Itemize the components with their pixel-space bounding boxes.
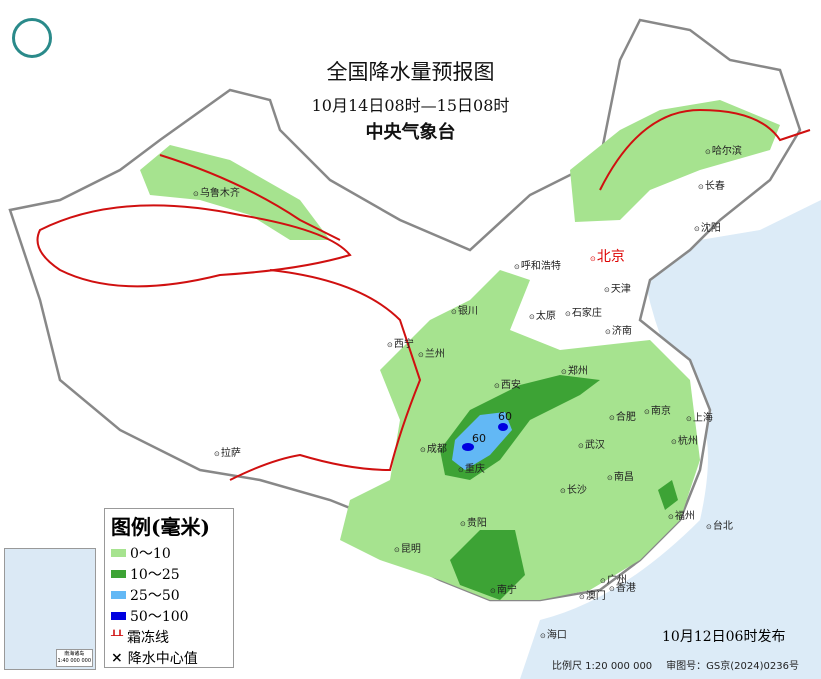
frost-line — [36, 204, 352, 288]
legend-item: 25～50 — [111, 584, 227, 605]
legend-label: 降水中心值 — [127, 650, 198, 667]
city-label: 贵阳 — [460, 514, 487, 529]
frost-line — [229, 269, 422, 481]
city-label: 香港 — [609, 579, 636, 594]
city-label: 福州 — [668, 507, 695, 522]
legend-title: 图例(毫米) — [111, 515, 210, 539]
legend-label: 10～25 — [130, 566, 180, 583]
city-label: 太原 — [529, 307, 556, 322]
rain-0-10-northeast — [570, 100, 780, 222]
legend-label: 霜冻线 — [127, 629, 170, 646]
agency: 中央气象台 — [365, 122, 456, 143]
rain-center-value: 60 — [472, 432, 486, 445]
city-label: 武汉 — [578, 436, 605, 451]
issue-time: 10月12日06时发布 — [662, 629, 786, 645]
city-label: 南宁 — [490, 581, 517, 596]
inset-scale: 南海诸岛 1:40 000 000 — [55, 649, 93, 667]
frost-line — [159, 154, 341, 241]
city-label: 哈尔滨 — [705, 142, 742, 157]
city-label: 乌鲁木齐 — [193, 184, 240, 199]
city-label: 拉萨 — [214, 444, 241, 459]
approval-number: 审图号：GS京(2024)0236号 — [666, 661, 799, 672]
city-label: 郑州 — [561, 362, 588, 377]
city-label: 沈阳 — [694, 219, 721, 234]
map-scale: 比例尺 1:20 000 000 — [552, 661, 653, 672]
frost-line-symbol: ┸┸ — [111, 631, 124, 642]
city-label: 西安 — [494, 376, 521, 391]
legend-label: 25～50 — [130, 587, 180, 604]
rain-center-value: 60 — [498, 410, 512, 423]
rain-10-25-fujian — [658, 480, 678, 510]
city-label: 杭州 — [671, 432, 698, 447]
legend-swatch — [111, 548, 126, 557]
city-label: 长沙 — [560, 481, 587, 496]
city-label: 长春 — [698, 177, 725, 192]
city-label: 石家庄 — [565, 304, 602, 319]
city-label: 天津 — [604, 280, 631, 295]
legend-item: 10～25 — [111, 563, 227, 584]
inset-scale-value: 1:40 000 000 — [57, 658, 92, 664]
legend: 图例(毫米) 0～10 10～25 25～50 50～100 ┸┸ 霜冻线 × 降水中心值 — [104, 508, 234, 668]
city-label: 台北 — [706, 517, 733, 532]
city-label: 西宁 — [387, 335, 414, 350]
city-label: 北京 — [590, 246, 625, 266]
footer: 比例尺 1:20 000 000 审图号：GS京(2024)0236号 — [552, 657, 813, 672]
legend-item: 0～10 — [111, 542, 227, 563]
frost-line — [599, 108, 811, 191]
south-china-sea-inset: 南海诸岛 1:40 000 000 — [4, 548, 96, 670]
city-label: 兰州 — [418, 345, 445, 360]
legend-swatch — [111, 569, 126, 578]
city-label: 呼和浩特 — [514, 257, 561, 272]
legend-swatch — [111, 611, 126, 620]
legend-swatch — [111, 590, 126, 599]
legend-item: × 降水中心值 — [111, 647, 227, 668]
city-label: 成都 — [420, 440, 447, 455]
legend-item: 50～100 — [111, 605, 227, 626]
city-label: 南昌 — [607, 468, 634, 483]
legend-item: ┸┸ 霜冻线 — [111, 626, 227, 647]
frost-lines — [36, 108, 811, 481]
city-label: 海口 — [540, 626, 567, 641]
city-label: 上海 — [686, 409, 713, 424]
forecast-period: 10月14日08时—15日08时 — [311, 96, 510, 115]
legend-label: 50～100 — [130, 608, 189, 625]
city-label: 重庆 — [458, 460, 485, 475]
city-label: 济南 — [605, 322, 632, 337]
x-symbol: × — [111, 649, 123, 666]
city-label: 昆明 — [394, 540, 421, 555]
map-title: 全国降水量预报图 — [326, 60, 495, 84]
city-label: 南京 — [644, 402, 671, 417]
legend-label: 0～10 — [130, 545, 171, 562]
inset-title: 南海诸岛 — [64, 651, 85, 657]
sea — [520, 200, 821, 679]
rain-25-50 — [452, 412, 512, 470]
city-label: 银川 — [451, 302, 478, 317]
city-label: 澳门 — [579, 587, 606, 602]
city-label: 合肥 — [609, 408, 636, 423]
rain-50-100 — [498, 423, 508, 431]
cma-logo — [12, 18, 52, 58]
rain-50-100 — [462, 443, 474, 451]
